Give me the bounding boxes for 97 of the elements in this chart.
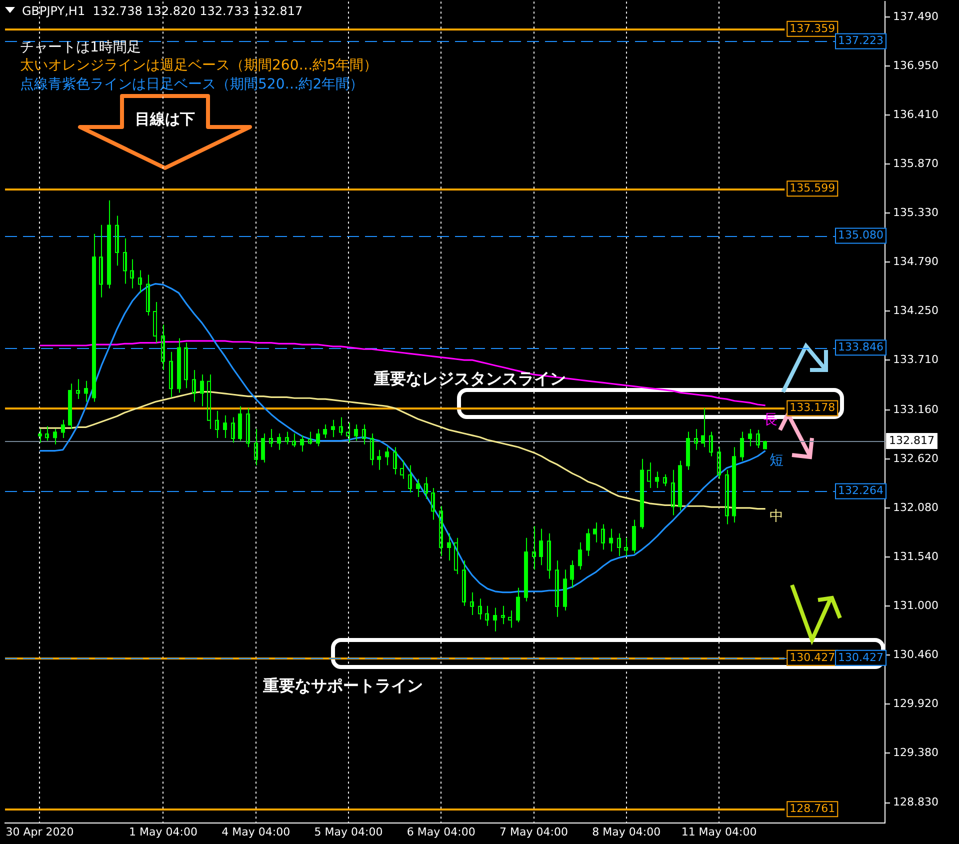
ref-line-label: 135.080 bbox=[838, 228, 884, 242]
y-tick-label: 136.410 bbox=[893, 108, 938, 121]
candlestick bbox=[99, 224, 103, 298]
candlestick bbox=[462, 560, 466, 606]
candlestick bbox=[671, 469, 675, 516]
candlestick bbox=[231, 416, 235, 444]
candlestick bbox=[431, 487, 435, 520]
annotation: 重要なサポートライン bbox=[262, 676, 423, 696]
candlestick bbox=[725, 469, 729, 525]
y-tick-label: 132.620 bbox=[893, 452, 938, 465]
annotation: 目線は下 bbox=[135, 110, 195, 128]
candlestick bbox=[115, 215, 119, 266]
candlestick bbox=[532, 526, 536, 570]
candlestick bbox=[393, 446, 397, 475]
ref-line-label: 132.264 bbox=[838, 484, 884, 498]
candlestick bbox=[400, 460, 404, 480]
x-tick-label: 30 Apr 2020 bbox=[6, 825, 74, 838]
y-tick-label: 133.710 bbox=[893, 352, 938, 366]
ref-line-label: 133.178 bbox=[790, 401, 836, 414]
y-tick-label: 129.380 bbox=[893, 746, 938, 759]
y-tick-label: 128.830 bbox=[893, 796, 938, 809]
candlestick bbox=[485, 605, 489, 626]
ref-line-label: 128.761 bbox=[790, 802, 836, 815]
series-label: 中 bbox=[769, 508, 784, 524]
x-tick-label: 4 May 04:00 bbox=[222, 825, 290, 838]
ref-line-label: 133.846 bbox=[838, 340, 884, 354]
ref-line-label: 137.223 bbox=[838, 34, 884, 48]
candlestick bbox=[601, 524, 605, 550]
y-tick-label: 131.000 bbox=[893, 598, 938, 612]
candlestick bbox=[717, 446, 721, 480]
y-tick-label: 131.540 bbox=[893, 550, 938, 563]
ref-line-label: 132.817 bbox=[889, 434, 934, 447]
candlestick bbox=[454, 537, 458, 575]
candlestick bbox=[130, 258, 134, 289]
x-tick-label: 5 May 04:00 bbox=[314, 825, 383, 838]
chart-title: GBPJPY,H1 132.738 132.820 132.733 132.817 bbox=[22, 4, 303, 18]
candlestick bbox=[146, 274, 150, 316]
y-tick-label: 130.460 bbox=[893, 648, 938, 661]
candlestick bbox=[339, 416, 343, 436]
candlestick bbox=[362, 424, 366, 445]
y-tick-label: 135.330 bbox=[893, 206, 938, 219]
candlestick bbox=[647, 462, 651, 488]
candlestick bbox=[153, 301, 157, 344]
candlestick bbox=[292, 433, 296, 448]
ref-line-label: 130.427 bbox=[838, 650, 884, 664]
candlestick bbox=[547, 532, 551, 580]
ref-line-label: 137.359 bbox=[790, 22, 836, 35]
candlestick bbox=[617, 532, 621, 557]
y-tick-label: 134.790 bbox=[893, 254, 938, 268]
y-tick-label: 132.080 bbox=[893, 500, 938, 514]
candlestick bbox=[424, 476, 428, 500]
candlestick bbox=[555, 560, 559, 618]
candlestick bbox=[624, 537, 628, 557]
candlestick bbox=[76, 378, 80, 400]
candlestick bbox=[439, 506, 443, 557]
annotation: 点線青紫色ラインは日足ベース（期間520…約2年間） bbox=[20, 76, 364, 93]
annotation: 太いオレンジラインは週足ベース（期間260…約5年間） bbox=[20, 58, 378, 74]
candlestick bbox=[192, 370, 196, 402]
candlestick bbox=[45, 426, 49, 442]
y-tick-label: 137.490 bbox=[893, 10, 938, 23]
candlestick bbox=[694, 428, 698, 450]
candlestick bbox=[285, 431, 289, 445]
candlestick bbox=[308, 431, 312, 445]
candlestick bbox=[709, 431, 713, 457]
candlestick bbox=[215, 410, 219, 439]
candlestick bbox=[138, 270, 142, 294]
y-tick-label: 134.250 bbox=[893, 304, 938, 317]
x-tick-label: 11 May 04:00 bbox=[681, 825, 757, 838]
ref-line-label: 135.599 bbox=[790, 181, 836, 194]
candlestick bbox=[470, 592, 474, 616]
candlestick bbox=[246, 408, 250, 448]
ref-line-label: 130.427 bbox=[790, 650, 836, 664]
candlestick bbox=[408, 464, 412, 494]
y-tick-label: 136.950 bbox=[893, 58, 938, 72]
y-tick-label: 129.920 bbox=[893, 696, 938, 710]
candlestick bbox=[663, 474, 667, 487]
candlestick bbox=[346, 422, 350, 444]
annotation: チャートは1時間足 bbox=[20, 40, 141, 56]
candlestick bbox=[184, 342, 188, 389]
candlestick bbox=[370, 433, 374, 466]
candlestick bbox=[508, 610, 512, 628]
x-tick-label: 7 May 04:00 bbox=[500, 825, 568, 838]
y-tick-label: 133.160 bbox=[893, 402, 938, 416]
x-tick-label: 6 May 04:00 bbox=[406, 825, 476, 838]
candlestick bbox=[478, 598, 482, 620]
candlestick bbox=[169, 351, 173, 398]
candlestick bbox=[207, 374, 211, 430]
candlestick bbox=[269, 428, 273, 448]
candlestick bbox=[123, 238, 127, 284]
x-tick-label: 8 May 04:00 bbox=[592, 825, 661, 838]
y-tick-label: 135.870 bbox=[893, 156, 938, 170]
candlestick bbox=[501, 605, 505, 625]
x-tick-label: 1 May 04:00 bbox=[129, 825, 198, 838]
candlestick bbox=[254, 428, 258, 466]
candlestick bbox=[161, 324, 165, 371]
candlestick bbox=[756, 429, 760, 449]
series-label: 短 bbox=[769, 452, 784, 468]
